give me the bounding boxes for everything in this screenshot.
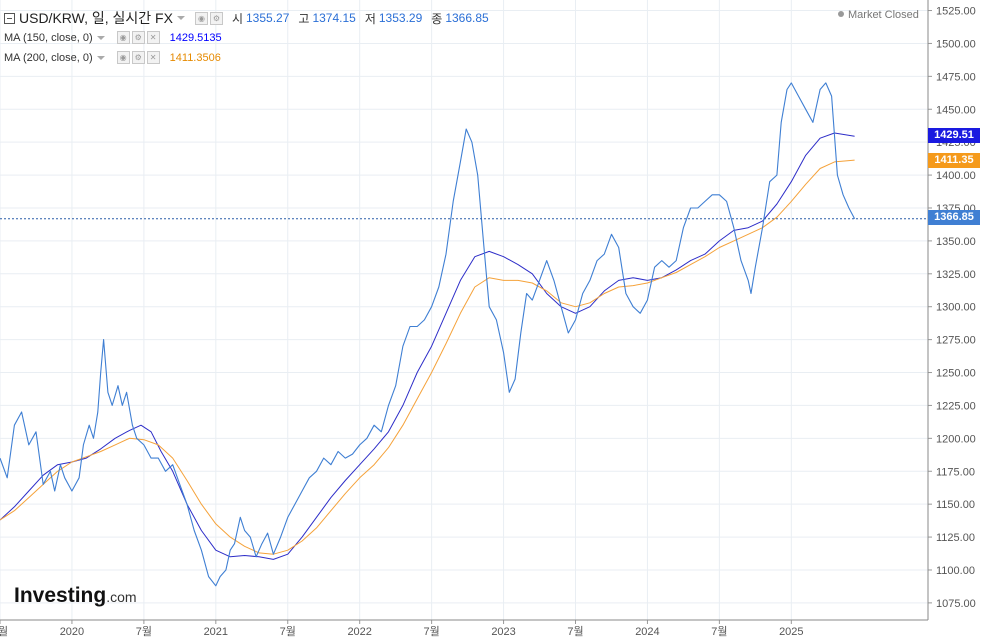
x-tick-label: 2020 bbox=[60, 626, 84, 638]
last-price-tag: 1366.85 bbox=[928, 210, 980, 225]
y-tick-label: 1100.00 bbox=[936, 565, 975, 577]
eye-icon[interactable]: ◉ bbox=[194, 11, 208, 25]
y-tick-label: 1175.00 bbox=[936, 466, 975, 478]
close-icon[interactable]: ✕ bbox=[146, 51, 160, 64]
settings-icon[interactable]: ⚙ bbox=[131, 31, 145, 44]
x-tick-label: 7월 bbox=[711, 625, 727, 638]
y-tick-label: 1500.00 bbox=[936, 38, 976, 50]
y-tick-label: 1225.00 bbox=[936, 400, 976, 412]
y-tick-label: 1400.00 bbox=[936, 170, 976, 182]
investing-logo[interactable]: Investing.com bbox=[14, 584, 137, 608]
indicator-label[interactable]: MA (150, close, 0) bbox=[4, 31, 93, 44]
ma200-price-tag: 1411.35 bbox=[928, 153, 980, 168]
eye-icon[interactable]: ◉ bbox=[116, 51, 130, 64]
x-tick-label: 2021 bbox=[204, 626, 228, 638]
x-tick-label: 7월 bbox=[567, 625, 583, 638]
close-value: 1366.85 bbox=[445, 11, 489, 25]
x-tick-label: 2024 bbox=[635, 626, 659, 638]
low-value: 1353.29 bbox=[378, 11, 423, 25]
x-tick-label: 7월 bbox=[0, 625, 8, 638]
x-tick-label: 7월 bbox=[424, 625, 440, 638]
y-tick-label: 1525.00 bbox=[936, 6, 976, 18]
chevron-down-icon[interactable] bbox=[96, 35, 105, 40]
y-tick-label: 1450.00 bbox=[936, 104, 976, 116]
x-tick-label: 2022 bbox=[347, 626, 371, 638]
x-tick-label: 7월 bbox=[280, 625, 296, 638]
x-tick-label: 7월 bbox=[136, 625, 152, 638]
y-tick-label: 1350.00 bbox=[936, 236, 976, 248]
logo-main: Investing bbox=[14, 584, 107, 607]
open-label: 시 bbox=[231, 11, 243, 26]
high-label: 고 bbox=[298, 11, 310, 26]
chevron-down-icon[interactable] bbox=[176, 16, 185, 20]
y-tick-label: 1325.00 bbox=[936, 269, 976, 281]
y-tick-label: 1250.00 bbox=[936, 368, 976, 380]
settings-icon[interactable]: ⚙ bbox=[209, 11, 223, 25]
indicator-value: 1411.3506 bbox=[169, 51, 221, 64]
low-label: 저 bbox=[364, 11, 376, 26]
market-status-text: Market Closed bbox=[848, 9, 919, 21]
close-label: 종 bbox=[431, 11, 443, 26]
y-tick-label: 1200.00 bbox=[936, 433, 976, 445]
chevron-down-icon[interactable] bbox=[96, 55, 105, 60]
indicator-ma200: MA (200, close, 0) ◉ ⚙ ✕ 1411.3506 bbox=[4, 51, 221, 64]
ma150-price-tag: 1429.51 bbox=[928, 128, 980, 143]
status-dot-icon bbox=[838, 11, 844, 17]
symbol-title[interactable]: USD/KRW, 일, 실시간 FX bbox=[19, 10, 173, 26]
price-series-line bbox=[0, 82, 856, 587]
settings-icon[interactable]: ⚙ bbox=[131, 51, 145, 64]
indicator-label[interactable]: MA (200, close, 0) bbox=[4, 51, 93, 64]
indicator-value: 1429.5135 bbox=[169, 31, 222, 44]
chart-header: USD/KRW, 일, 실시간 FX ◉ ⚙ 시 1355.27 고 1374.… bbox=[4, 8, 489, 28]
y-tick-label: 1075.00 bbox=[936, 598, 976, 610]
indicator-ma150: MA (150, close, 0) ◉ ⚙ ✕ 1429.5135 bbox=[4, 31, 222, 44]
y-tick-label: 1125.00 bbox=[936, 532, 975, 544]
ma200-series-line bbox=[0, 159, 855, 555]
eye-icon[interactable]: ◉ bbox=[116, 31, 130, 44]
ma150-series-line bbox=[0, 132, 855, 560]
collapse-icon[interactable] bbox=[4, 12, 15, 24]
open-value: 1355.27 bbox=[246, 11, 290, 25]
high-value: 1374.15 bbox=[312, 11, 356, 25]
market-status: Market Closed bbox=[838, 9, 919, 21]
x-tick-label: 2025 bbox=[779, 626, 803, 638]
x-tick-label: 2023 bbox=[491, 626, 515, 638]
y-tick-label: 1475.00 bbox=[936, 71, 976, 83]
y-tick-label: 1275.00 bbox=[936, 335, 976, 347]
y-tick-label: 1150.00 bbox=[936, 499, 975, 511]
close-icon[interactable]: ✕ bbox=[146, 31, 160, 44]
y-tick-label: 1300.00 bbox=[936, 302, 976, 314]
logo-suffix: .com bbox=[106, 589, 137, 605]
